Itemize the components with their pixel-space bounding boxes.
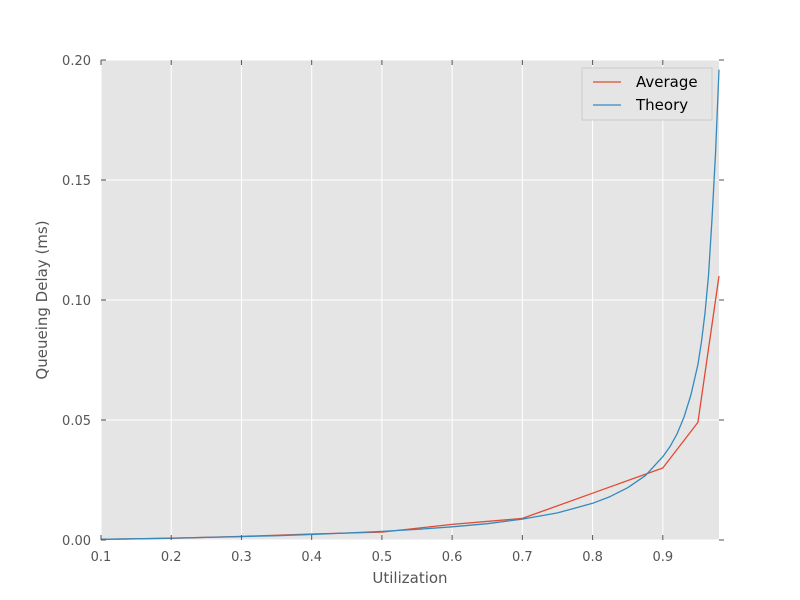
legend: Average Theory <box>581 67 713 121</box>
y-tick-label: 0.15 <box>62 174 91 189</box>
grid-lines <box>100 59 719 541</box>
x-tick-label: 0.8 <box>582 550 603 565</box>
x-tick-label: 0.1 <box>91 550 112 565</box>
y-tick-label: 0.10 <box>62 294 91 309</box>
x-tick-label: 0.6 <box>442 550 463 565</box>
series-line-theory <box>100 69 720 540</box>
x-axis-label: Utilization <box>372 569 447 587</box>
legend-label-average: Average <box>636 73 698 91</box>
y-tick-label: 0.20 <box>62 54 91 69</box>
y-tick-label: 0.05 <box>62 414 91 429</box>
x-tick-label: 0.2 <box>161 550 182 565</box>
x-tick-label: 0.4 <box>301 550 322 565</box>
y-axis-label: Queueing Delay (ms) <box>33 220 51 379</box>
x-tick-label: 0.3 <box>231 550 252 565</box>
y-tick-label: 0.00 <box>62 534 91 549</box>
x-tick-label: 0.9 <box>652 550 673 565</box>
x-tick-label: 0.7 <box>512 550 533 565</box>
axis-ticks: 0.1 0.2 0.3 0.4 0.5 0.6 0.7 0.8 0.9 0.00 0.05 0.10 0… <box>62 54 724 565</box>
x-tick-label: 0.5 <box>372 550 393 565</box>
legend-label-theory: Theory <box>635 96 688 114</box>
series-lines <box>100 69 720 540</box>
legend-box <box>581 67 713 121</box>
